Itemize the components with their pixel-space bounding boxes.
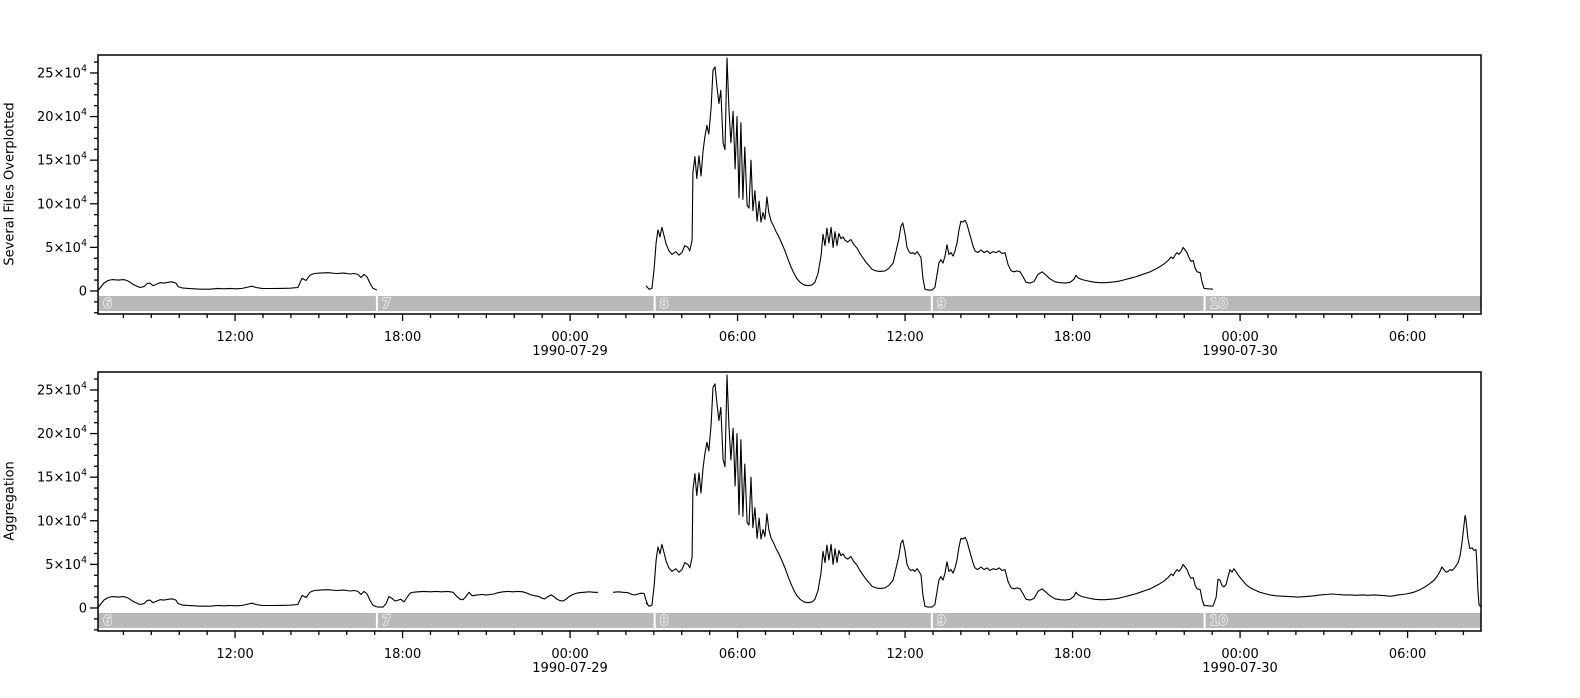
data-line [645,374,1214,608]
data-line [97,272,378,291]
file-band-number: 9 [937,614,946,629]
x-tick-label: 12:00 [886,330,923,345]
y-tick-label: 20×104 [37,107,87,125]
x-tick-label: 06:00 [1389,330,1426,345]
file-band-number: 6 [103,614,112,629]
file-band-separator [653,295,656,311]
x-tick-label: 18:00 [384,647,421,662]
file-band-separator [375,295,378,311]
file-band-number: 10 [1210,297,1228,312]
x-tick-label: 12:00 [216,330,253,345]
file-band [98,295,1481,311]
x-tick-label: 06:00 [719,647,756,662]
y-tick-label: 5×104 [45,238,87,256]
y-tick-label: 0 [79,601,87,616]
data-line [1212,514,1482,608]
x-date-label: 1990-07-30 [1202,344,1278,359]
file-band-number: 6 [103,297,112,312]
y-axis-title-bottom: Aggregation [2,461,18,541]
x-tick-label: 18:00 [1054,330,1091,345]
plot-frame [97,54,1482,315]
file-band-separator [930,612,933,628]
y-tick-label: 5×104 [45,555,87,573]
y-tick-label: 15×104 [37,468,87,486]
y-axis-title-top: Several Files Overplotted [2,102,18,266]
x-date-label: 1990-07-29 [532,661,608,676]
y-tick-label: 10×104 [37,511,87,529]
file-band-number: 9 [937,297,946,312]
y-tick-label: 10×104 [37,194,87,212]
file-band-number: 7 [382,614,391,629]
x-date-label: 1990-07-30 [1202,661,1278,676]
data-line [613,591,649,606]
file-band-separator [930,295,933,311]
file-band-number: 7 [382,297,391,312]
y-tick-label: 20×104 [37,424,87,442]
y-tick-label: 15×104 [37,151,87,169]
x-tick-label: 00:00 [551,330,588,345]
x-tick-label: 18:00 [384,330,421,345]
plot-frame [97,371,1482,632]
x-tick-label: 12:00 [216,647,253,662]
file-band-separator [375,612,378,628]
data-line [97,589,378,608]
x-tick-label: 12:00 [886,647,923,662]
x-tick-label: 00:00 [551,647,588,662]
x-tick-label: 00:00 [1221,647,1258,662]
x-tick-label: 18:00 [1054,647,1091,662]
file-band-number: 10 [1210,614,1228,629]
y-tick-label: 25×104 [37,380,87,398]
file-band-separator [653,612,656,628]
data-line [645,57,1214,291]
file-band-separator [1203,295,1206,311]
file-band-number: 8 [660,297,669,312]
y-tick-label: 0 [79,284,87,299]
data-line [376,590,598,608]
x-date-label: 1990-07-29 [532,344,608,359]
file-band [98,612,1481,628]
y-tick-label: 25×104 [37,63,87,81]
x-tick-label: 00:00 [1221,330,1258,345]
file-band-number: 8 [660,614,669,629]
x-tick-label: 06:00 [719,330,756,345]
x-tick-label: 06:00 [1389,647,1426,662]
file-band-separator [1203,612,1206,628]
